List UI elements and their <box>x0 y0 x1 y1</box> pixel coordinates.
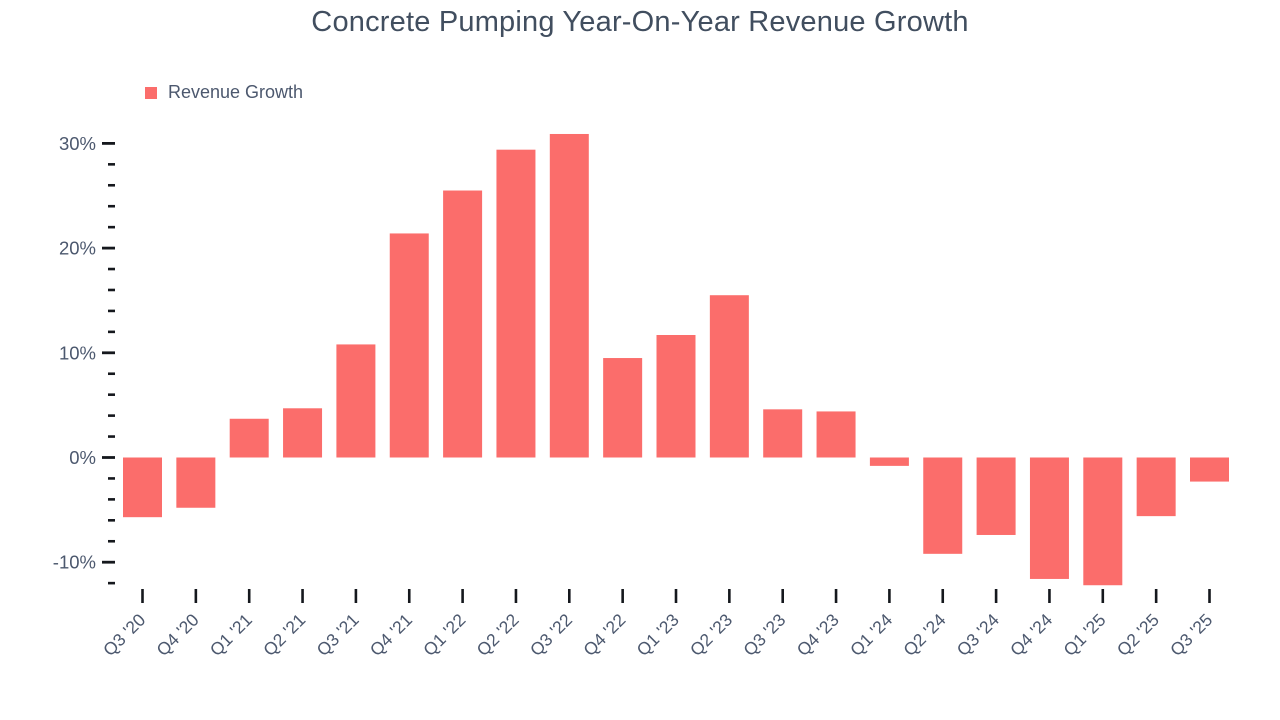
x-axis-tick-label: Q4 '21 <box>366 610 416 660</box>
bar-q3-20 <box>123 457 162 518</box>
x-axis-tick-label: Q4 '22 <box>579 610 629 660</box>
bar-q4-20 <box>176 457 216 508</box>
x-axis-tick-label: Q1 '23 <box>633 610 683 660</box>
x-axis-tick-label: Q1 '24 <box>846 609 896 659</box>
bar-q4-21 <box>389 233 429 458</box>
bar-q2-24 <box>923 457 963 554</box>
x-axis-tick-label: Q2 '22 <box>473 610 523 660</box>
legend-label: Revenue Growth <box>168 82 304 102</box>
bar-q3-21 <box>336 344 376 458</box>
bar-q3-24 <box>976 457 1016 535</box>
x-axis-tick-label: Q4 '20 <box>152 609 202 659</box>
x-axis-tick-label: Q3 '20 <box>99 609 149 659</box>
bar-q1-24 <box>869 457 909 466</box>
bar-q2-23 <box>709 295 749 458</box>
legend: Revenue Growth <box>145 82 303 103</box>
bar-q3-25 <box>1190 457 1229 482</box>
x-axis-tick-label: Q4 '23 <box>793 610 843 660</box>
bar-q1-22 <box>443 190 483 458</box>
x-axis-tick-label: Q3 '25 <box>1166 610 1216 660</box>
bar-q2-25 <box>1136 457 1176 517</box>
legend-swatch-icon <box>145 86 157 99</box>
y-axis-tick-label: 0% <box>69 447 96 468</box>
bar-q2-22 <box>496 149 536 458</box>
bar-q4-23 <box>816 411 856 458</box>
y-axis-tick-label: -10% <box>53 552 96 573</box>
bar-q4-24 <box>1029 457 1069 579</box>
x-axis-tick-label: Q3 '24 <box>953 609 1003 659</box>
y-axis-tick-label: 20% <box>59 238 96 259</box>
bar-q3-23 <box>763 409 803 458</box>
x-axis-tick-label: Q4 '24 <box>1006 609 1056 659</box>
chart-title: Concrete Pumping Year-On-Year Revenue Gr… <box>311 6 969 38</box>
x-axis-tick-label: Q1 '25 <box>1059 610 1109 660</box>
x-axis-tick-label: Q3 '23 <box>739 610 789 660</box>
x-axis-tick-label: Q3 '22 <box>526 610 576 660</box>
y-axis-tick-label: 10% <box>59 342 96 363</box>
bar-q2-21 <box>283 408 323 458</box>
x-axis-tick-label: Q2 '25 <box>1113 610 1163 660</box>
bar-q4-22 <box>603 358 643 458</box>
x-axis-tick-label: Q2 '21 <box>259 610 309 660</box>
bar-q1-23 <box>656 335 696 458</box>
x-axis-tick-label: Q2 '24 <box>899 609 949 659</box>
bar-q1-21 <box>229 418 269 458</box>
bar-q3-22 <box>549 133 589 458</box>
x-axis-tick-label: Q1 '21 <box>206 610 256 660</box>
bar-q1-25 <box>1083 457 1123 586</box>
x-axis-tick-label: Q3 '21 <box>313 610 363 660</box>
y-axis-tick-label: 30% <box>59 133 96 154</box>
x-axis-tick-label: Q2 '23 <box>686 610 736 660</box>
x-axis-tick-label: Q1 '22 <box>419 610 469 660</box>
